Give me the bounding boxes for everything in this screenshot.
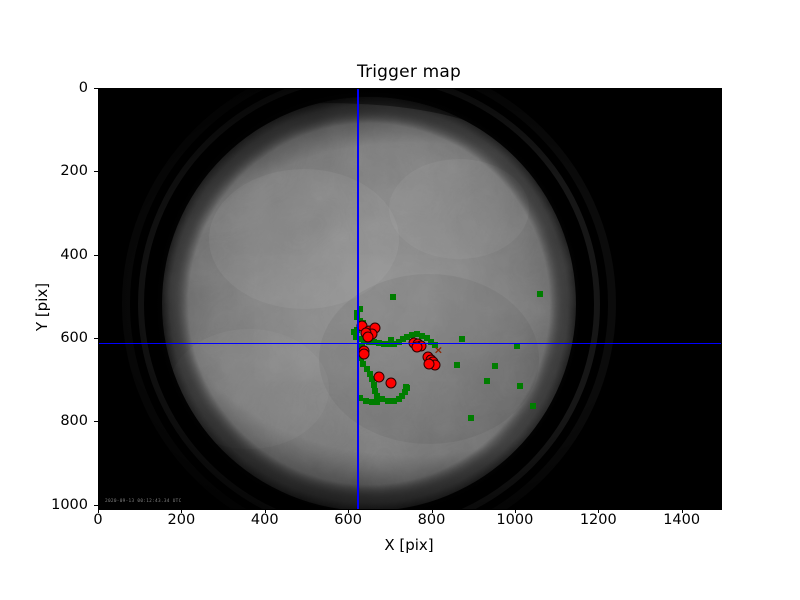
trigger-marker xyxy=(423,358,435,370)
track-marker xyxy=(401,388,408,395)
track-marker xyxy=(391,397,398,404)
x-tick-mark xyxy=(98,509,99,513)
track-marker xyxy=(353,310,360,317)
track-marker xyxy=(373,398,380,405)
page-title: Trigger map xyxy=(356,62,461,82)
track-marker xyxy=(404,385,411,392)
y-tick-mark xyxy=(94,504,98,506)
x-axis-label: X [pix] xyxy=(384,536,434,554)
track-marker xyxy=(356,306,363,312)
trigger-marker xyxy=(373,371,385,382)
track-marker xyxy=(356,336,363,342)
trigger-marker xyxy=(362,331,374,343)
track-marker xyxy=(356,395,363,402)
track-marker xyxy=(396,338,403,345)
track-marker xyxy=(385,397,392,404)
y-tick-label: 800 xyxy=(60,413,88,430)
plot-area[interactable]: 2020-09-13 00:12:43.34 UTC × xyxy=(98,88,722,510)
y-tick-mark xyxy=(94,171,98,173)
track-marker xyxy=(379,396,386,402)
markers-layer: × xyxy=(99,89,721,509)
x-tick-label: 0 xyxy=(93,512,103,528)
track-marker xyxy=(363,366,370,372)
track-marker xyxy=(423,335,430,342)
x-tick-label: 400 xyxy=(250,512,279,528)
track-marker xyxy=(404,333,411,340)
x-tick-mark xyxy=(431,509,433,513)
y-tick-mark xyxy=(94,421,98,423)
track-marker xyxy=(517,382,524,389)
y-tick-mark xyxy=(94,338,98,339)
center-x-marker: × xyxy=(433,343,443,357)
y-tick-mark xyxy=(94,254,98,256)
trigger-marker xyxy=(358,348,370,360)
track-marker xyxy=(371,339,378,346)
y-tick-mark xyxy=(94,88,98,89)
crosshair-horizontal-line xyxy=(99,342,721,345)
track-marker xyxy=(371,381,378,388)
track-marker xyxy=(483,377,490,384)
track-marker xyxy=(368,398,375,405)
track-marker xyxy=(453,361,460,368)
trigger-marker xyxy=(411,341,423,353)
y-axis-label: Y [pix] xyxy=(33,282,51,332)
track-marker xyxy=(513,342,520,349)
track-marker xyxy=(418,332,425,339)
track-marker xyxy=(352,333,359,340)
track-marker xyxy=(389,293,396,300)
track-marker xyxy=(458,336,465,342)
track-marker xyxy=(369,376,376,382)
track-marker xyxy=(432,341,438,348)
x-tick-mark xyxy=(681,509,683,513)
x-tick-label: 1200 xyxy=(579,512,617,528)
track-marker xyxy=(386,341,393,348)
x-tick-mark xyxy=(264,509,266,513)
camera-timestamp-overlay: 2020-09-13 00:12:43.34 UTC xyxy=(105,499,182,504)
track-marker xyxy=(467,415,474,422)
track-marker xyxy=(413,331,420,338)
track-marker xyxy=(374,392,381,399)
x-tick-label: 1400 xyxy=(663,512,701,528)
track-marker xyxy=(387,336,394,343)
x-tick-mark xyxy=(514,509,516,513)
x-tick-label: 800 xyxy=(417,512,446,528)
x-tick-mark xyxy=(181,509,183,513)
crosshair-vertical-line xyxy=(357,89,360,509)
y-tick-label: 1000 xyxy=(51,496,88,513)
x-tick-mark xyxy=(348,509,350,513)
track-marker xyxy=(399,392,406,399)
y-tick-label: 0 xyxy=(78,80,88,96)
track-marker xyxy=(371,387,378,394)
track-marker xyxy=(427,338,434,345)
y-tick-label: 400 xyxy=(60,246,88,263)
y-tick-label: 200 xyxy=(60,163,88,180)
x-tick-mark xyxy=(598,509,600,513)
track-marker xyxy=(362,397,369,404)
x-tick-label: 600 xyxy=(334,512,362,528)
trigger-marker xyxy=(385,377,397,389)
track-marker xyxy=(492,362,499,369)
track-marker xyxy=(351,329,358,336)
track-marker xyxy=(396,396,403,402)
track-marker xyxy=(537,291,544,297)
track-marker xyxy=(360,361,367,367)
track-marker xyxy=(400,336,407,342)
track-marker xyxy=(529,402,536,409)
x-tick-label: 1000 xyxy=(496,512,534,528)
track-marker xyxy=(366,371,373,377)
track-marker xyxy=(408,331,415,338)
x-tick-label: 200 xyxy=(167,512,196,528)
y-tick-label: 600 xyxy=(60,330,88,346)
